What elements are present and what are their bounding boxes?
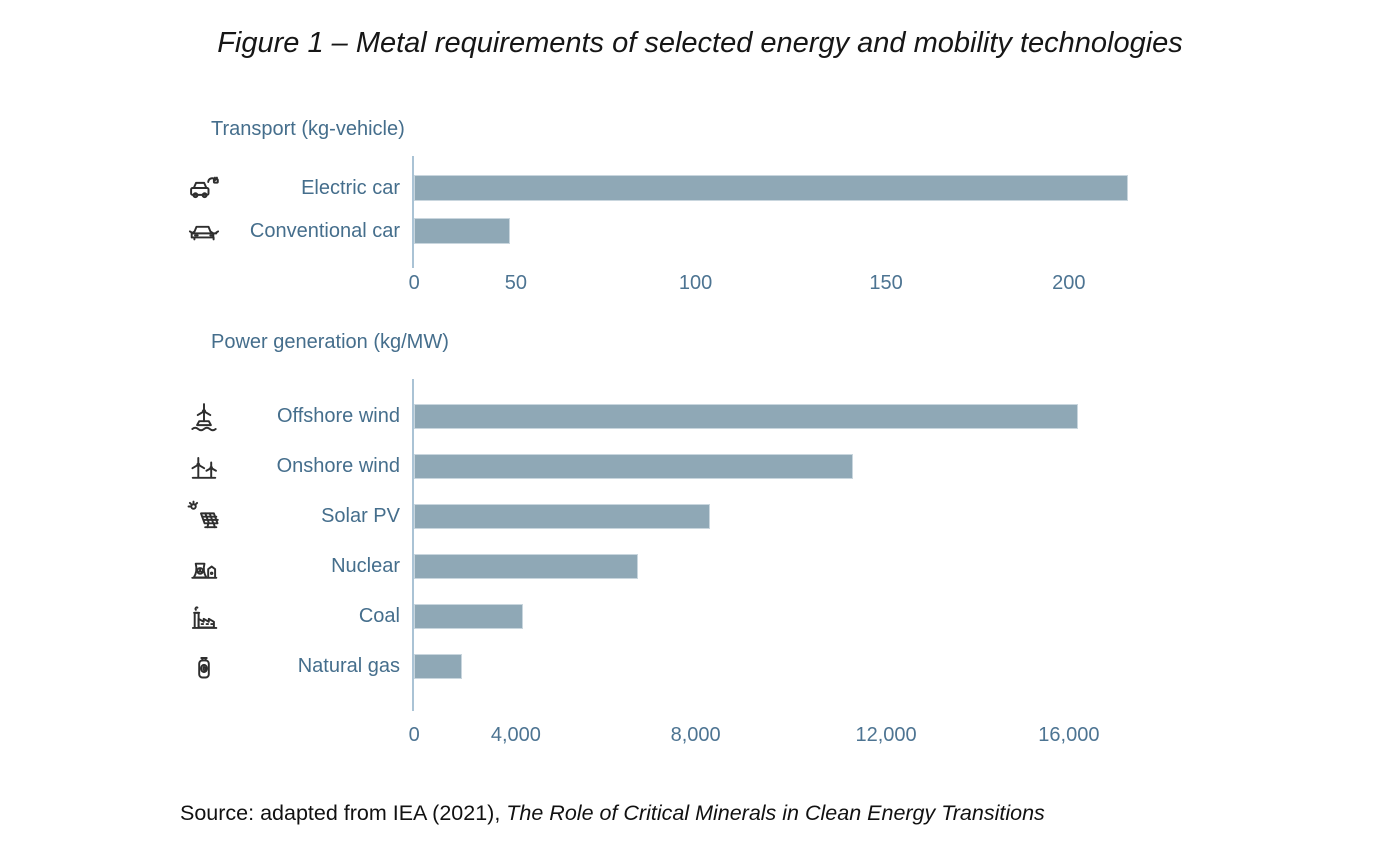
x-tick-label: 0 (408, 724, 420, 746)
x-tick-label: 150 (869, 272, 903, 294)
source-prefix: Source: adapted from IEA (2021), (180, 801, 507, 825)
category-label-nuclear: Nuclear (331, 555, 400, 577)
x-tick-label: 200 (1052, 272, 1086, 294)
category-label-offshore-wind: Offshore wind (276, 405, 400, 427)
electric-car-icon (186, 170, 222, 206)
source-work-title: The Role of Critical Minerals in Clean E… (506, 801, 1045, 825)
figure-title: Figure 1 – Metal requirements of selecte… (217, 27, 1183, 59)
bar-natural-gas (414, 654, 463, 679)
bar-electric-car (414, 175, 1129, 201)
x-tick-label: 0 (408, 272, 420, 294)
x-tick-label: 16,000 (1038, 724, 1100, 746)
x-tick-label: 12,000 (855, 724, 917, 746)
nuclear-icon (186, 549, 222, 585)
category-label-onshore-wind: Onshore wind (276, 455, 400, 477)
bar-offshore-wind (414, 404, 1079, 429)
x-tick-label: 4,000 (490, 724, 541, 746)
category-label-coal: Coal (358, 605, 400, 627)
bar-solar-pv (414, 504, 710, 529)
source-note: Source: adapted from IEA (2021), The Rol… (180, 801, 1045, 826)
conventional-car-icon (186, 213, 222, 249)
bar-conventional-car (414, 218, 510, 244)
bar-onshore-wind (414, 454, 854, 479)
x-tick-label: 100 (678, 272, 713, 294)
category-label-solar-pv: Solar PV (321, 505, 400, 527)
solar-pv-icon (186, 499, 222, 535)
bar-coal (414, 604, 524, 629)
y-axis-line (412, 156, 414, 268)
category-label-natural-gas: Natural gas (297, 655, 400, 677)
x-tick-label: 8,000 (670, 724, 721, 746)
offshore-wind-icon (186, 399, 222, 435)
onshore-wind-icon (186, 449, 222, 485)
transport-section-title: Transport (kg-vehicle) (211, 118, 405, 140)
category-label-conventional-car: Conventional car (249, 220, 400, 242)
category-label-electric-car: Electric car (301, 177, 400, 199)
y-axis-line (412, 379, 414, 711)
bar-nuclear (414, 554, 639, 579)
natural-gas-icon (186, 649, 222, 685)
x-tick-label: 50 (504, 272, 528, 294)
power-section-title: Power generation (kg/MW) (211, 331, 449, 353)
coal-icon (186, 599, 222, 635)
